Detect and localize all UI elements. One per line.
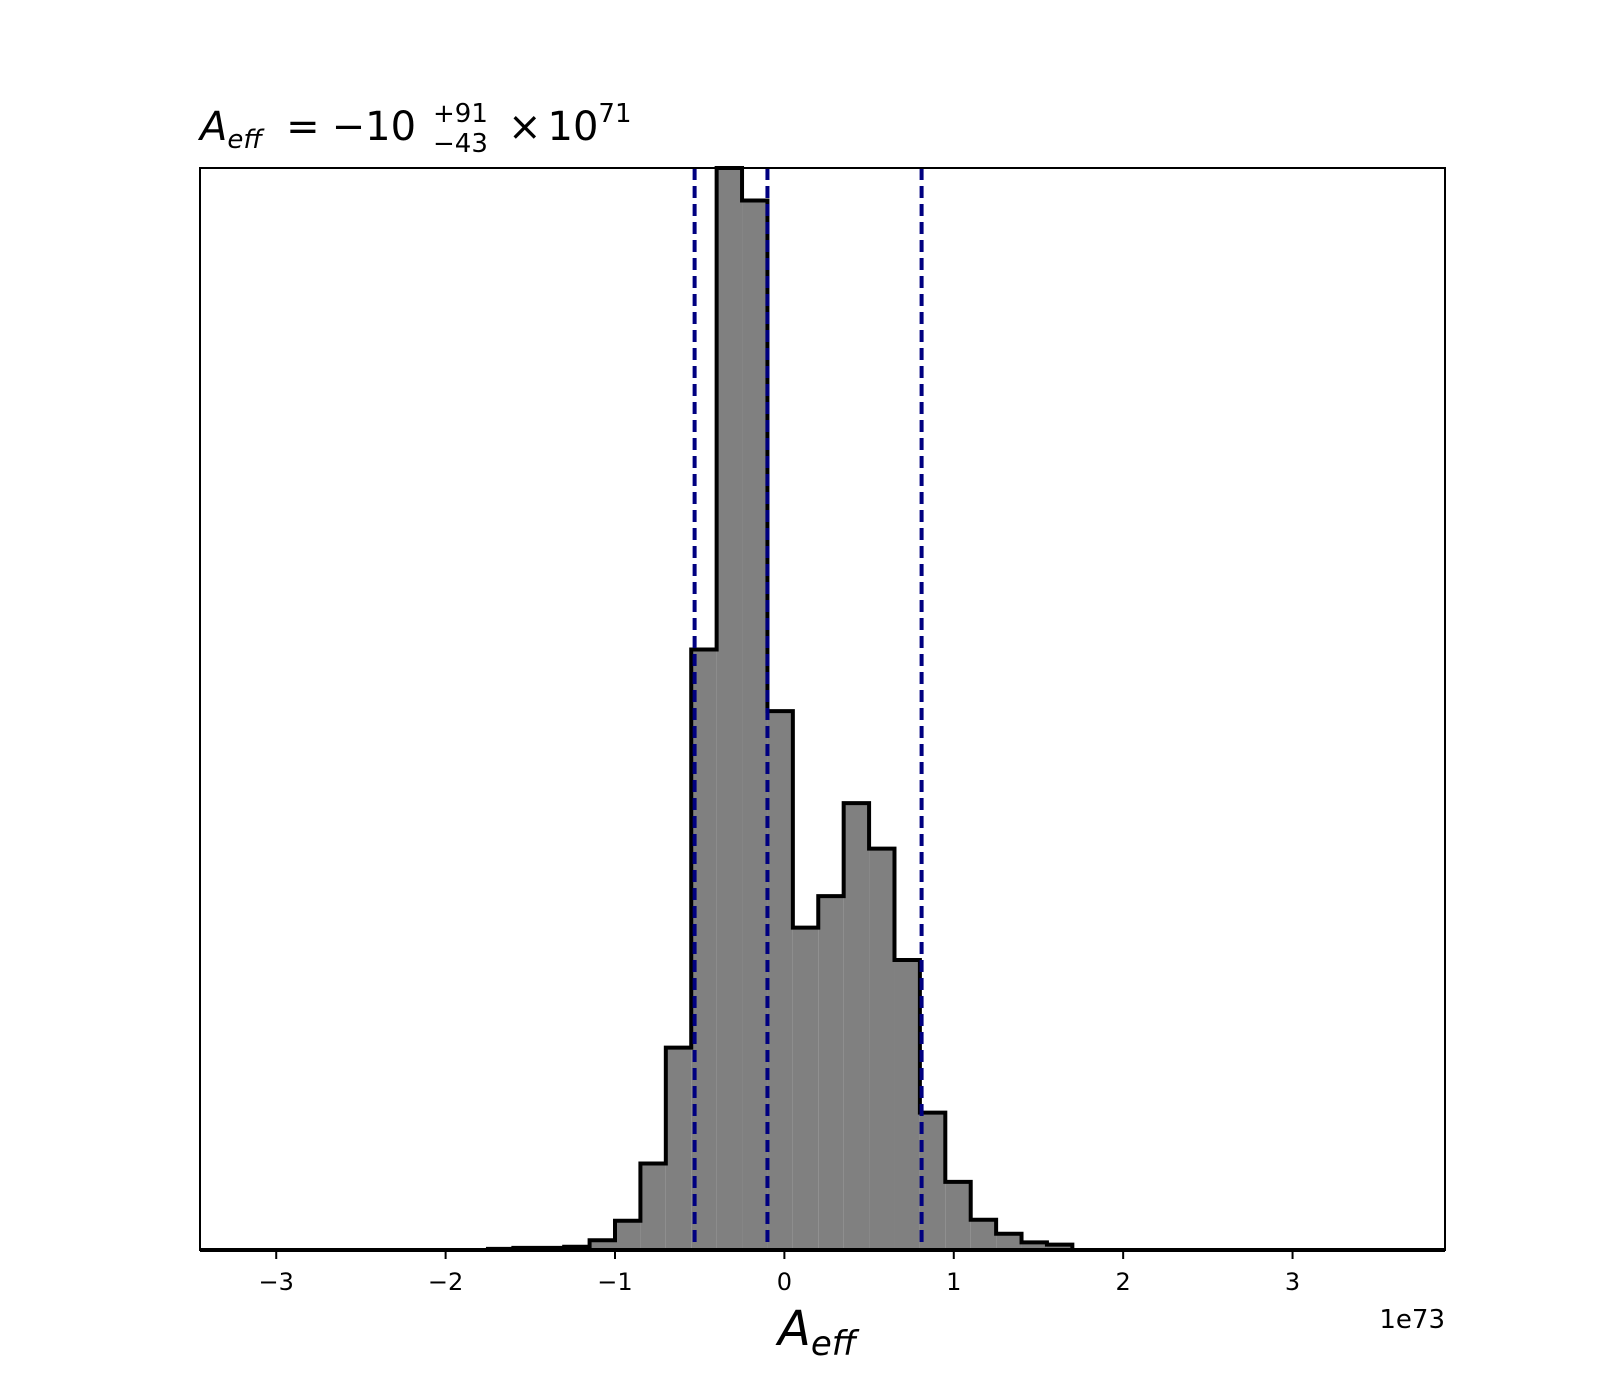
histogram-bar bbox=[742, 200, 768, 1251]
x-tick-label: 1 bbox=[946, 1268, 961, 1296]
title-base: 10 bbox=[548, 104, 599, 150]
histogram-bar bbox=[615, 1220, 641, 1250]
histogram-bar bbox=[970, 1219, 997, 1250]
histogram-bar bbox=[792, 927, 819, 1250]
histogram-bar bbox=[1021, 1242, 1047, 1250]
chart-title: Aeff = −10 bbox=[197, 104, 416, 155]
title-symbol: A bbox=[197, 104, 227, 150]
histogram-bar bbox=[919, 1112, 946, 1250]
histogram-bar bbox=[589, 1240, 615, 1250]
x-offset-label: 1e73 bbox=[1379, 1305, 1445, 1335]
histogram-bar bbox=[716, 168, 743, 1250]
xlabel-subscript: eff bbox=[811, 1324, 860, 1364]
title-multiplier: × 1071 bbox=[508, 99, 632, 150]
title-lower-error: −43 bbox=[433, 129, 488, 159]
quantile-lines bbox=[692, 168, 924, 1250]
histogram-bar bbox=[869, 848, 895, 1250]
histogram-bar bbox=[945, 1181, 971, 1250]
x-tick-label: −1 bbox=[597, 1268, 632, 1296]
x-tick-label: 3 bbox=[1285, 1268, 1300, 1296]
x-tick-label: −3 bbox=[259, 1268, 294, 1296]
title-value: −10 bbox=[332, 104, 416, 150]
title-relation: = bbox=[286, 104, 320, 150]
histogram bbox=[485, 166, 1075, 1251]
histogram-bar bbox=[640, 1163, 666, 1250]
xlabel-symbol: A bbox=[775, 1301, 811, 1357]
histogram-outline bbox=[485, 166, 1075, 1251]
x-axis-ticks: −3 −2 −1 0 1 2 3 bbox=[259, 1250, 1300, 1296]
title-subscript: eff bbox=[227, 125, 265, 155]
histogram-bar bbox=[996, 1233, 1022, 1250]
title-times: × bbox=[508, 104, 542, 150]
histogram-bar bbox=[843, 803, 870, 1250]
title-exponent: 71 bbox=[598, 99, 631, 129]
histogram-bar bbox=[894, 960, 920, 1250]
x-tick-label: 0 bbox=[777, 1268, 792, 1296]
histogram-bar bbox=[1046, 1244, 1073, 1250]
x-tick-label: 2 bbox=[1116, 1268, 1131, 1296]
histogram-bar bbox=[818, 896, 844, 1250]
title-upper-error: +91 bbox=[433, 99, 488, 129]
x-axis-label: Aeff bbox=[775, 1301, 860, 1364]
histogram-bar bbox=[767, 711, 793, 1250]
x-tick-label: −2 bbox=[428, 1268, 463, 1296]
histogram-bar bbox=[665, 1047, 692, 1250]
